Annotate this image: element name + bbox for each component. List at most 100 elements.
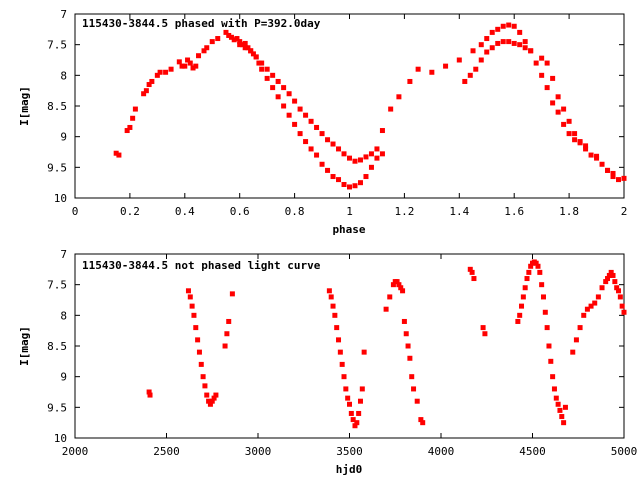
- phased-data-point: [583, 143, 589, 149]
- phased-data-point: [407, 78, 413, 84]
- unphased-data-point: [592, 300, 598, 306]
- unphased-data-point: [341, 374, 347, 380]
- phased-x-tick-label: 1.8: [559, 205, 579, 218]
- phased-data-point: [163, 69, 169, 75]
- unphased-data-point: [581, 312, 587, 318]
- unphased-y-tick-label: 9: [60, 371, 67, 384]
- unphased-data-point: [330, 303, 336, 309]
- phased-data-point: [275, 78, 281, 84]
- unphased-data-point: [614, 285, 620, 291]
- unphased-data-point: [352, 423, 358, 429]
- phased-y-tick-label: 8.5: [47, 100, 67, 113]
- phased-data-point: [388, 106, 394, 112]
- phased-data-point: [594, 153, 600, 159]
- unphased-data-point: [409, 374, 415, 380]
- phased-data-point: [275, 94, 281, 100]
- unphased-data-point: [226, 318, 232, 324]
- phased-data-point: [352, 183, 358, 189]
- phased-data-point: [357, 180, 363, 186]
- phased-data-point: [286, 91, 292, 97]
- phased-data-point: [193, 63, 199, 69]
- phased-data-point: [297, 106, 303, 112]
- phased-data-point: [396, 94, 402, 100]
- unphased-data-point: [522, 285, 528, 291]
- phased-data-point: [478, 57, 484, 63]
- unphased-data-point: [577, 325, 583, 331]
- phased-data-point: [264, 66, 270, 72]
- phased-data-points: [113, 22, 627, 190]
- phased-data-point: [314, 152, 320, 158]
- unphased-data-points: [146, 259, 627, 429]
- unphased-data-point: [520, 294, 526, 300]
- unphased-data-point: [599, 285, 605, 291]
- unphased-x-axis-label: hjd0: [336, 463, 363, 476]
- unphased-data-point: [326, 288, 332, 294]
- unphased-data-point: [595, 294, 601, 300]
- phased-data-point: [484, 49, 490, 55]
- unphased-data-point: [213, 392, 219, 398]
- phased-data-point: [132, 106, 138, 112]
- phased-data-point: [456, 57, 462, 63]
- phased-data-point: [154, 72, 160, 78]
- phased-data-point: [561, 106, 567, 112]
- phased-data-point: [248, 48, 254, 54]
- phased-data-point: [281, 85, 287, 91]
- unphased-data-point: [467, 266, 473, 272]
- phased-data-point: [347, 184, 352, 190]
- unphased-data-point: [535, 263, 541, 269]
- unphased-data-point: [361, 349, 367, 355]
- unphased-data-point: [414, 398, 420, 404]
- phased-data-point: [179, 63, 185, 69]
- phased-data-point: [588, 152, 594, 158]
- unphased-data-point: [229, 291, 235, 297]
- unphased-data-point: [193, 325, 199, 331]
- unphased-data-point: [469, 269, 475, 275]
- phased-data-point: [429, 69, 435, 75]
- unphased-data-point: [354, 420, 360, 426]
- phased-data-point: [374, 155, 380, 161]
- unphased-y-tick-label: 9.5: [47, 401, 67, 414]
- unphased-data-point: [420, 420, 426, 426]
- unphased-x-tick-label: 2000: [62, 445, 89, 458]
- unphased-data-point: [206, 398, 212, 404]
- unphased-data-point: [616, 288, 622, 294]
- phased-data-point: [209, 39, 215, 45]
- unphased-data-point: [405, 343, 411, 349]
- phased-data-point: [182, 63, 188, 69]
- phased-data-point: [506, 22, 512, 28]
- phased-data-point: [544, 85, 550, 91]
- phased-data-point: [489, 45, 495, 51]
- phased-x-tick-label: 0.8: [285, 205, 305, 218]
- unphased-data-point: [418, 417, 424, 423]
- phased-data-point: [168, 66, 174, 72]
- phased-plot-title: 115430-3844.5 phased with P=392.0day: [82, 17, 321, 30]
- unphased-data-point: [211, 395, 217, 401]
- unphased-data-point: [551, 386, 557, 392]
- phased-x-tick-label: 1.6: [504, 205, 524, 218]
- phased-data-point: [130, 115, 136, 121]
- unphased-data-point: [348, 410, 354, 416]
- unphased-data-point: [573, 337, 579, 343]
- phased-data-point: [522, 39, 528, 45]
- unphased-data-point: [332, 312, 338, 318]
- phased-data-point: [533, 60, 539, 66]
- phased-data-point: [610, 174, 616, 180]
- unphased-data-point: [396, 282, 402, 288]
- unphased-data-point: [561, 420, 567, 426]
- phased-data-point: [157, 69, 163, 75]
- phased-data-point: [550, 100, 556, 106]
- unphased-x-tick-label: 4500: [519, 445, 546, 458]
- unphased-data-point: [383, 306, 389, 312]
- unphased-data-point: [224, 331, 230, 337]
- unphased-data-point: [610, 272, 616, 278]
- unphased-x-tick-label: 4000: [428, 445, 455, 458]
- phased-x-tick-label: 0.2: [120, 205, 140, 218]
- phased-data-point: [215, 36, 221, 42]
- unphased-data-point: [519, 303, 525, 309]
- phased-data-point: [292, 98, 298, 104]
- phased-y-tick-label: 9.5: [47, 161, 67, 174]
- unphased-data-point: [555, 401, 561, 407]
- unphased-data-point: [621, 309, 627, 315]
- phased-data-point: [264, 75, 270, 81]
- phased-data-point: [149, 78, 155, 84]
